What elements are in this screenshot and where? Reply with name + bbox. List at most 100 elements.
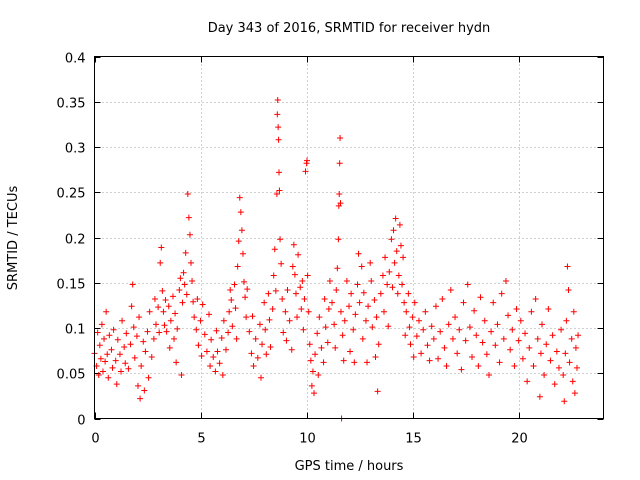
data-point [402,332,409,339]
data-point [356,299,363,306]
data-point [97,355,104,362]
data-point [125,365,132,372]
data-point [233,335,240,342]
data-point [492,342,499,349]
data-point [194,296,201,303]
data-point [409,314,416,321]
data-point [186,231,193,238]
data-point [549,332,556,339]
data-point [304,272,311,279]
data-point [441,344,448,351]
data-point [384,281,391,288]
data-point [246,328,253,335]
data-point [351,359,358,366]
chart-title: Day 343 of 2016, SRMTID for receiver hyd… [208,21,491,36]
data-point [243,314,250,321]
data-point [206,311,213,318]
data-point [403,308,410,315]
data-point [331,321,338,328]
data-point [110,326,117,333]
data-point [201,331,208,338]
data-point [171,335,178,342]
axis-ticks: 0 0.05 0.1 0.15 0.2 0.25 0.3 0.35 0.4 0 5 10 15 20 [57,52,604,447]
data-point [538,321,545,328]
data-point [515,337,522,344]
data-point [219,372,226,379]
data-point [364,359,371,366]
data-point [415,317,422,324]
data-point [569,378,576,385]
data-point [368,277,375,284]
x-tick-label: 0 [91,432,99,447]
data-point [130,324,137,331]
data-point [337,200,344,207]
data-point [291,271,298,278]
data-point [263,351,270,358]
data-point [558,326,565,333]
data-point [256,321,263,328]
data-point [517,317,524,324]
y-tick-label: 0.2 [65,233,86,248]
grid [94,56,604,419]
data-point [220,317,227,324]
data-point [502,277,509,284]
data-point [121,344,128,351]
data-point [238,227,245,234]
y-tick-label: 0.4 [65,52,86,67]
data-point [114,336,121,343]
data-point [153,321,160,328]
data-point [118,368,125,375]
data-point [334,265,341,272]
data-point [156,329,163,336]
data-point [543,341,550,348]
data-point [294,314,301,321]
data-point [234,263,241,270]
data-point [396,221,403,228]
data-point [304,157,311,164]
data-point [341,317,348,324]
data-point [109,364,116,371]
data-point [400,254,407,261]
data-point [214,348,221,355]
data-point [249,313,256,320]
data-point [339,332,346,339]
data-point [284,286,291,293]
data-point [158,244,165,251]
data-point [553,348,560,355]
data-point [437,328,444,335]
data-point [355,250,362,257]
data-point [350,326,357,333]
data-point [443,363,450,370]
data-point [371,296,378,303]
data-point [551,381,558,388]
data-point [316,314,323,321]
data-point [386,268,393,275]
data-point [101,335,108,342]
data-point [141,387,148,394]
data-point [231,281,238,288]
data-point [123,330,130,337]
data-point [271,246,278,253]
data-point [276,187,283,194]
data-point [534,335,541,342]
data-point [392,215,399,222]
data-point [379,272,386,279]
data-point [136,314,143,321]
data-point [380,308,387,315]
data-point [447,286,454,293]
x-tick-label: 5 [197,432,205,447]
x-axis-label: GPS time / hours [295,459,404,474]
data-point [96,342,103,349]
data-point [537,350,544,357]
data-point [155,304,162,311]
data-point [190,298,197,305]
data-point [133,333,140,340]
data-point [289,263,296,270]
data-point [395,272,402,279]
data-point [228,296,235,303]
data-point [390,227,397,234]
data-point [277,236,284,243]
data-point [462,337,469,344]
data-point [536,393,543,400]
data-point [315,372,322,379]
